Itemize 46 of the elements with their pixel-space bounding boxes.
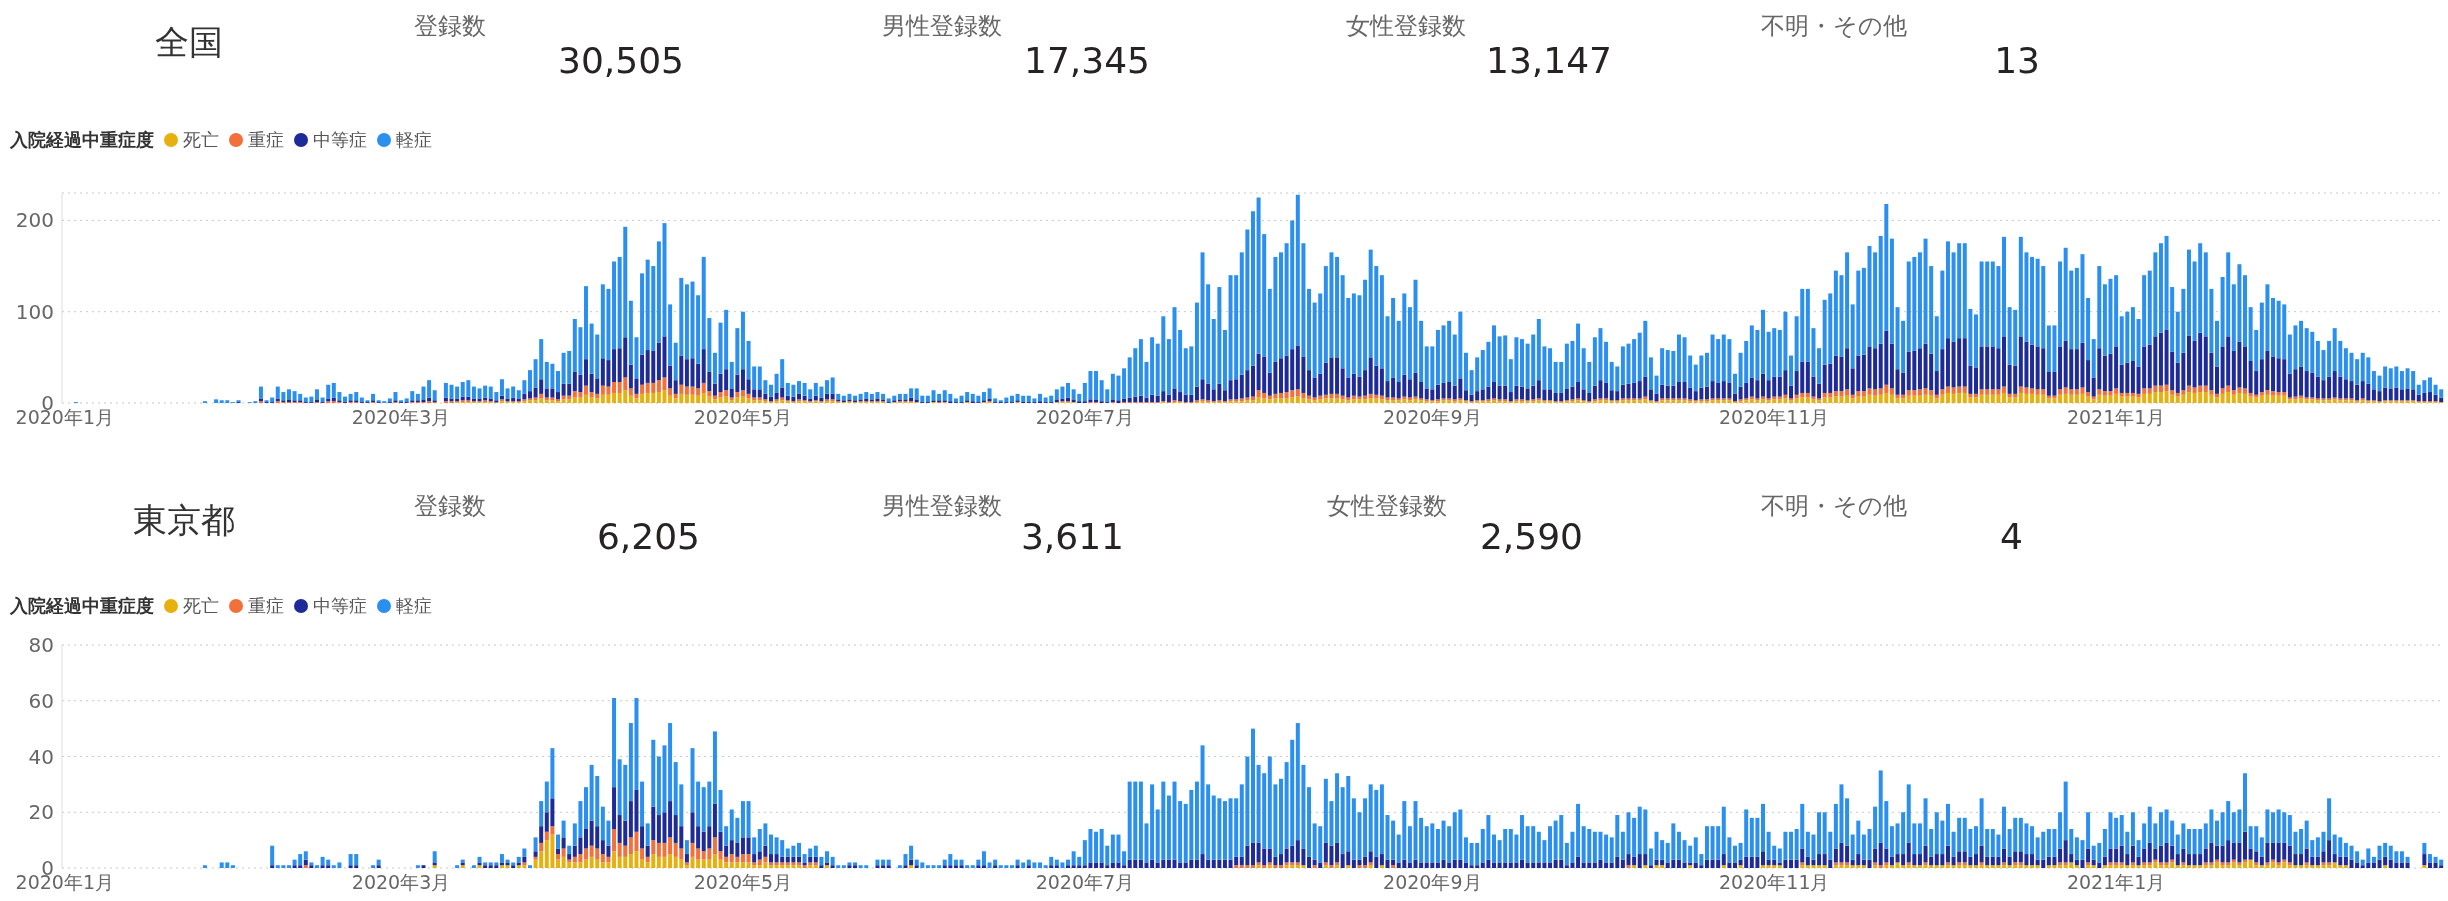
x-tick-label: 2020年5月 bbox=[693, 871, 793, 894]
legend-label: 中等症 bbox=[312, 128, 367, 152]
x-tick-label: 2020年3月 bbox=[351, 406, 451, 429]
legend-label: 重症 bbox=[247, 594, 284, 618]
x-tick-label: 2020年5月 bbox=[693, 406, 793, 429]
x-tick-label: 2020年11月 bbox=[1718, 406, 1830, 429]
x-tick-label: 2020年9月 bbox=[1383, 406, 1482, 429]
y-tick-label: 100 bbox=[15, 299, 54, 324]
text: 17,345 bbox=[1024, 40, 1150, 81]
x-tick-label: 2020年7月 bbox=[1035, 406, 1135, 429]
legend-title: 入院経過中重症度 bbox=[10, 128, 154, 152]
legend-label: 死亡 bbox=[182, 594, 219, 618]
x-tick-label: 2020年7月 bbox=[1035, 871, 1135, 894]
text: 東京都 bbox=[133, 499, 235, 542]
x-tick-label: 2020年9月 bbox=[1383, 871, 1482, 894]
category-label: 男性登録数 bbox=[882, 491, 1002, 522]
legend-label: 軽症 bbox=[395, 594, 432, 618]
text: 全国 bbox=[155, 21, 223, 64]
category-label: 不明・その他 bbox=[1761, 491, 1907, 522]
text: 13 bbox=[1994, 40, 2040, 81]
text: 30,505 bbox=[558, 40, 684, 81]
text: 13,147 bbox=[1486, 40, 1612, 81]
text: 2,590 bbox=[1479, 516, 1583, 557]
legend-label: 軽症 bbox=[395, 128, 432, 152]
text: 6,205 bbox=[596, 516, 700, 557]
legend-title: 入院経過中重症度 bbox=[10, 594, 154, 618]
x-tick-label: 2020年3月 bbox=[351, 871, 451, 894]
legend-label: 重症 bbox=[247, 128, 284, 152]
y-tick-label: 60 bbox=[28, 688, 54, 713]
y-tick-label: 80 bbox=[28, 633, 54, 658]
category-label: 女性登録数 bbox=[1346, 11, 1466, 42]
category-label: 登録数 bbox=[414, 491, 486, 522]
x-tick-label: 2021年1月 bbox=[2066, 871, 2166, 894]
y-tick-label: 20 bbox=[28, 800, 54, 825]
text: 3,611 bbox=[1020, 516, 1124, 557]
legend-label: 死亡 bbox=[182, 128, 219, 152]
category-label: 不明・その他 bbox=[1761, 11, 1907, 42]
y-tick-label: 200 bbox=[15, 208, 54, 233]
x-tick-label: 2020年11月 bbox=[1718, 871, 1830, 894]
legend-label: 中等症 bbox=[312, 594, 367, 618]
category-label: 男性登録数 bbox=[882, 11, 1002, 42]
text: 4 bbox=[2000, 516, 2023, 557]
x-tick-label: 2021年1月 bbox=[2066, 406, 2166, 429]
category-label: 登録数 bbox=[414, 11, 486, 42]
y-tick-label: 40 bbox=[28, 744, 54, 769]
category-label: 女性登録数 bbox=[1327, 491, 1447, 522]
